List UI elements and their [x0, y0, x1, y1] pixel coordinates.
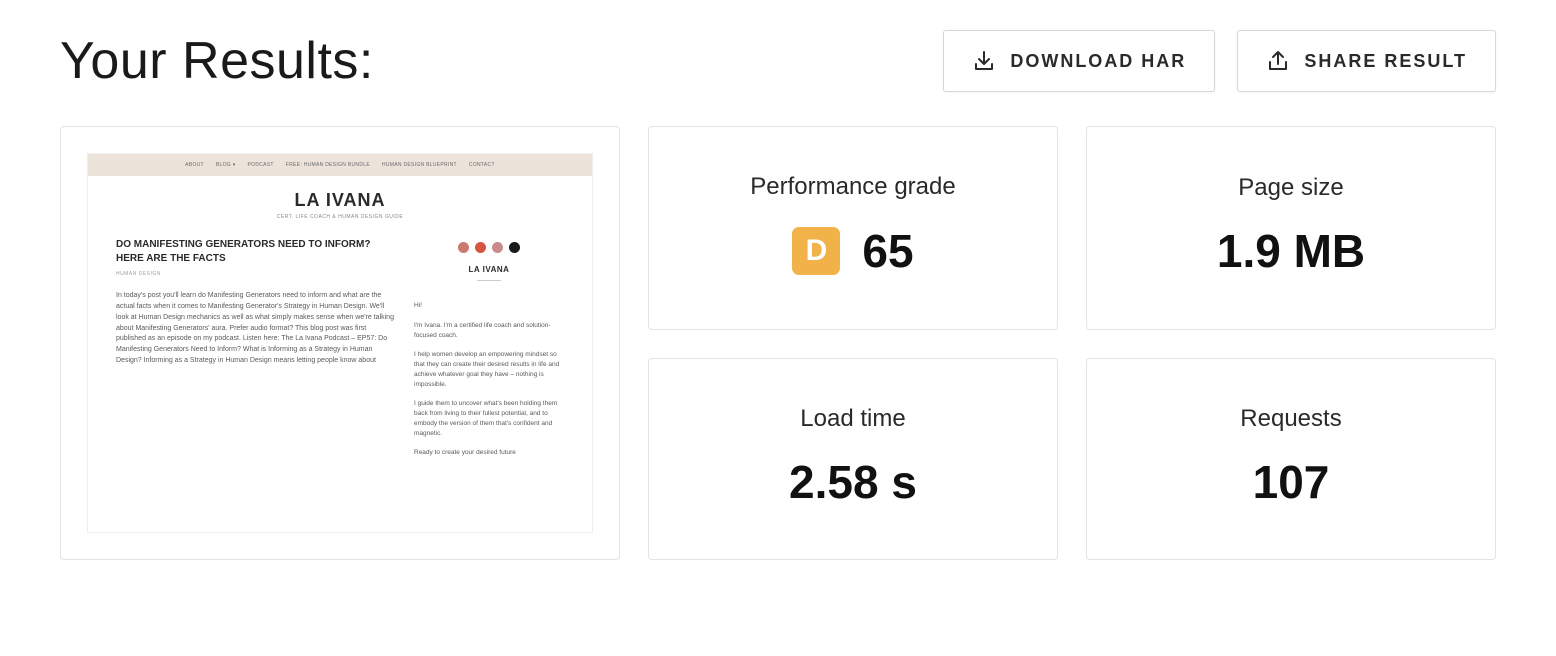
requests-card: Requests 107: [1086, 358, 1496, 560]
share-result-label: SHARE RESULT: [1304, 51, 1467, 72]
dot-4: [509, 242, 520, 253]
site-preview-card: ABOUT BLOG ▾ PODCAST FREE: HUMAN DESIGN …: [60, 126, 620, 560]
header-actions: DOWNLOAD HAR SHARE RESULT: [943, 30, 1496, 92]
thumb-nav: ABOUT BLOG ▾ PODCAST FREE: HUMAN DESIGN …: [88, 154, 592, 176]
download-icon: [972, 49, 996, 73]
load-time-value: 2.58 s: [789, 459, 917, 505]
thumb-aside: LA IVANA Hi! I'm Ivana. I'm a certified …: [414, 238, 564, 468]
page-size-value: 1.9 MB: [1217, 228, 1365, 274]
dot-2: [475, 242, 486, 253]
download-har-label: DOWNLOAD HAR: [1010, 51, 1186, 72]
load-time-label: Load time: [800, 405, 905, 433]
thumb-aside-title: LA IVANA: [414, 265, 564, 274]
share-result-button[interactable]: SHARE RESULT: [1237, 30, 1496, 92]
load-time-card: Load time 2.58 s: [648, 358, 1058, 560]
performance-score: 65: [862, 228, 913, 274]
performance-grade-card: Performance grade D 65: [648, 126, 1058, 330]
page-size-label: Page size: [1238, 174, 1343, 202]
grade-badge: D: [792, 227, 840, 275]
download-har-button[interactable]: DOWNLOAD HAR: [943, 30, 1215, 92]
thumb-article-title: DO MANIFESTING GENERATORS NEED TO INFORM…: [116, 238, 396, 265]
requests-value: 107: [1253, 459, 1330, 505]
requests-label: Requests: [1240, 405, 1341, 433]
site-thumbnail: ABOUT BLOG ▾ PODCAST FREE: HUMAN DESIGN …: [87, 153, 593, 533]
share-icon: [1266, 49, 1290, 73]
dot-3: [492, 242, 503, 253]
page-title: Your Results:: [60, 31, 374, 91]
thumb-article-body: In today's post you'll learn do Manifest…: [116, 291, 396, 367]
thumb-article: DO MANIFESTING GENERATORS NEED TO INFORM…: [116, 238, 396, 468]
thumb-aside-hi: Hi!: [414, 301, 564, 311]
thumb-site-title: LA IVANA: [88, 190, 592, 211]
thumb-article-category: HUMAN DESIGN: [116, 271, 396, 277]
thumb-color-dots: [414, 242, 564, 253]
page-size-card: Page size 1.9 MB: [1086, 126, 1496, 330]
dot-1: [458, 242, 469, 253]
performance-grade-label: Performance grade: [750, 173, 955, 201]
